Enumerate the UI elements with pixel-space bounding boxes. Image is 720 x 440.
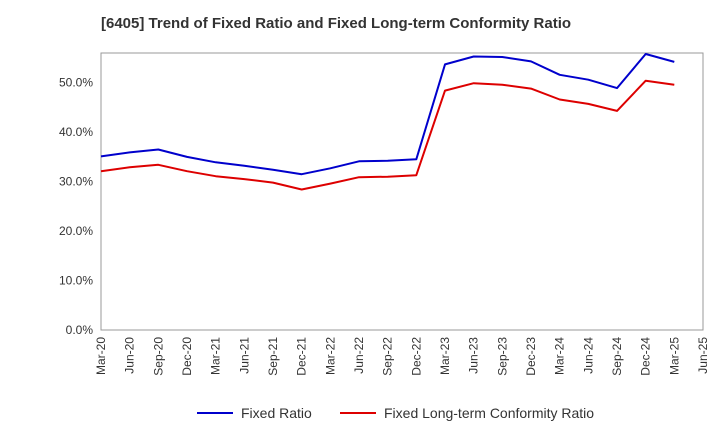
x-tick-label: Dec-23 bbox=[524, 337, 538, 376]
legend-swatch-fixed-long-term-conformity-ratio bbox=[340, 412, 376, 414]
x-tick-label: Mar-20 bbox=[94, 337, 108, 375]
y-tick-label: 10.0% bbox=[59, 274, 93, 288]
y-tick-label: 50.0% bbox=[59, 76, 93, 90]
plot-area bbox=[100, 52, 704, 331]
series-layer bbox=[100, 53, 675, 191]
x-tick-label: Mar-22 bbox=[323, 337, 337, 375]
y-axis-ticks: 0.0% 10.0% 20.0% 30.0% 40.0% 50.0% bbox=[59, 76, 93, 337]
chart-title: [6405] Trend of Fixed Ratio and Fixed Lo… bbox=[101, 15, 572, 32]
legend-item-fixed-ratio: Fixed Ratio bbox=[197, 405, 312, 421]
x-tick-label: Mar-21 bbox=[209, 337, 223, 375]
x-tick-label: Jun-21 bbox=[237, 337, 251, 374]
legend-label-fixed-long-term-conformity-ratio: Fixed Long-term Conformity Ratio bbox=[384, 405, 595, 421]
x-tick-label: Mar-24 bbox=[553, 337, 567, 375]
x-tick-label: Sep-22 bbox=[381, 337, 395, 376]
x-tick-label: Jun-23 bbox=[467, 337, 481, 374]
x-tick-label: Sep-24 bbox=[610, 337, 624, 376]
legend-swatch-fixed-ratio bbox=[197, 412, 233, 414]
x-tick-label: Jun-25 bbox=[696, 337, 710, 374]
y-tick-label: 30.0% bbox=[59, 175, 93, 189]
y-tick-label: 40.0% bbox=[59, 125, 93, 139]
y-tick-label: 20.0% bbox=[59, 224, 93, 238]
series-line-fixed-long-term-conformity-ratio bbox=[100, 79, 675, 191]
x-tick-label: Dec-24 bbox=[639, 337, 653, 376]
x-tick-label: Sep-21 bbox=[266, 337, 280, 376]
legend: Fixed Ratio Fixed Long-term Conformity R… bbox=[0, 405, 720, 425]
axis-layer bbox=[100, 52, 704, 331]
y-tick-label: 0.0% bbox=[66, 323, 94, 337]
x-tick-label: Sep-23 bbox=[495, 337, 509, 376]
x-tick-label: Jun-22 bbox=[352, 337, 366, 374]
x-tick-label: Sep-20 bbox=[151, 337, 165, 376]
x-tick-label: Mar-25 bbox=[667, 337, 681, 375]
x-tick-label: Jun-24 bbox=[581, 337, 595, 374]
x-tick-label: Dec-21 bbox=[295, 337, 309, 376]
x-tick-label: Dec-22 bbox=[409, 337, 423, 376]
x-tick-label: Mar-23 bbox=[438, 337, 452, 375]
legend-item-fixed-long-term-conformity-ratio: Fixed Long-term Conformity Ratio bbox=[340, 405, 594, 421]
x-tick-label: Dec-20 bbox=[180, 337, 194, 376]
series-line-fixed-ratio bbox=[100, 53, 675, 176]
x-tick-label: Jun-20 bbox=[123, 337, 137, 374]
x-axis-ticks: Mar-20 Jun-20 Sep-20 Dec-20 Mar-21 Jun-21 Sep-… bbox=[94, 337, 710, 376]
legend-label-fixed-ratio: Fixed Ratio bbox=[241, 405, 312, 421]
